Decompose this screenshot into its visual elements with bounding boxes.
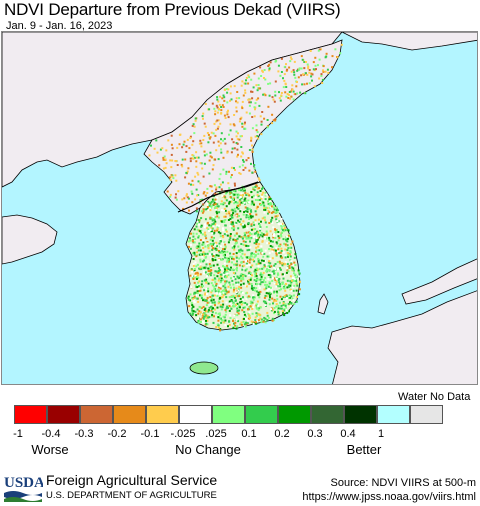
department-name: U.S. DEPARTMENT OF AGRICULTURE <box>46 490 217 501</box>
usda-logo: USDA <box>4 475 43 502</box>
legend-swatch <box>410 405 443 424</box>
footer: USDA Foreign Agricultural Service U.S. D… <box>0 466 480 506</box>
russia-land <box>341 32 477 51</box>
shandong-land <box>2 214 58 265</box>
legend-tick-label: -1 <box>13 428 23 440</box>
legend-swatch <box>212 405 245 424</box>
ndvi-speckle-layer <box>148 43 343 332</box>
legend-tick-label: -0.4 <box>41 428 61 440</box>
legend-swatch <box>179 405 212 424</box>
legend-tick-label: 0.2 <box>274 428 290 440</box>
water-no-data-label: Water No Data <box>398 391 471 403</box>
legend-tick-label: 0.1 <box>241 428 257 440</box>
japan-honshu-west <box>401 258 477 305</box>
legend-swatch <box>113 405 146 424</box>
map-title: NDVI Departure from Previous Dekad (VIIR… <box>4 0 341 19</box>
legend-swatch <box>245 405 278 424</box>
legend-swatch <box>377 405 410 424</box>
svg-text:USDA: USDA <box>4 475 43 491</box>
legend-tick-label: -0.1 <box>140 428 160 440</box>
legend-swatch <box>146 405 179 424</box>
legend-swatch <box>80 405 113 424</box>
category-better: Better <box>346 442 382 457</box>
legend-swatch <box>47 405 80 424</box>
legend-tick-label: .025 <box>205 428 227 440</box>
tsushima-island <box>317 293 329 315</box>
source-line: Source: NDVI VIIRS at 500-m <box>330 477 477 489</box>
category-no-change: No Change <box>175 442 241 457</box>
legend-swatch <box>311 405 344 424</box>
legend-tick-label: -0.2 <box>107 428 127 440</box>
ndvi-map <box>1 31 478 385</box>
agency-name: Foreign Agricultural Service <box>46 472 218 488</box>
legend-tick-label: 0.3 <box>307 428 323 440</box>
legend-swatch <box>344 405 377 424</box>
dmz-border <box>177 181 259 213</box>
legend-tick-label: -.025 <box>170 428 196 440</box>
category-worse: Worse <box>31 442 69 457</box>
japan-kyushu <box>327 290 477 384</box>
legend: Water No Data -1 -0.4 -0.3 -0.2 -0.1 -.025 .02… <box>0 385 480 465</box>
source-url: https://www.jpss.noaa.gov/viirs.html <box>302 491 476 503</box>
legend-swatches <box>14 405 443 424</box>
jeju-island <box>189 361 219 375</box>
legend-swatch <box>14 405 47 424</box>
legend-tick-label: -0.3 <box>74 428 94 440</box>
date-range: Jan. 9 - Jan. 16, 2023 <box>6 20 113 32</box>
legend-tick-label: 0.4 <box>340 428 356 440</box>
legend-tick-label: 1 <box>377 428 385 440</box>
legend-swatch <box>278 405 311 424</box>
